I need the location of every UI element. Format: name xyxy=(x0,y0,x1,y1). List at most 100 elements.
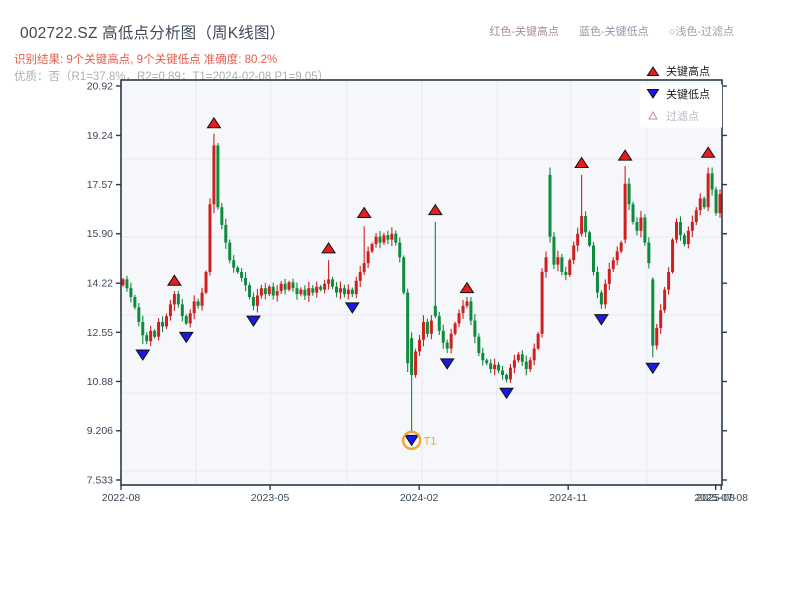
candle-up xyxy=(568,260,572,275)
candle-up xyxy=(544,257,548,272)
candle-up xyxy=(611,260,615,270)
candle-up xyxy=(299,289,303,295)
candle-up xyxy=(675,221,679,240)
candle-down xyxy=(469,301,473,321)
candle-down xyxy=(342,288,346,295)
candle-down xyxy=(425,322,429,334)
candle-up xyxy=(255,295,259,306)
axis-tick-label: 10.88 xyxy=(87,376,113,388)
candle-down xyxy=(141,322,145,336)
candle-down xyxy=(560,257,564,272)
candle-down xyxy=(311,288,315,293)
legend-item-label: 过滤点 xyxy=(666,110,699,123)
candle-up xyxy=(655,327,659,346)
candle-down xyxy=(635,221,639,231)
candle-up xyxy=(698,198,702,211)
candle-up xyxy=(528,360,532,370)
candle-up xyxy=(327,279,331,284)
axis-tick-label: 2024-02 xyxy=(400,492,439,504)
key-low-marker xyxy=(135,349,151,361)
candle-down xyxy=(627,183,631,205)
key-low-marker xyxy=(645,362,661,375)
candle-up xyxy=(429,320,433,334)
t1-label: T1 xyxy=(424,435,437,447)
candle-down xyxy=(224,224,228,243)
candle-up xyxy=(259,288,263,296)
candle-up xyxy=(275,291,279,296)
candle-up xyxy=(164,316,168,327)
candle-up xyxy=(204,271,208,293)
candle-up xyxy=(663,289,667,311)
candle-down xyxy=(599,292,603,305)
legend-item-label: 关键低点 xyxy=(666,87,710,101)
axis-tick-label: 7.533 xyxy=(87,474,113,486)
candle-down xyxy=(552,236,556,265)
axis-tick-label: 19.24 xyxy=(87,130,113,142)
candle-up xyxy=(718,194,722,214)
candle-up xyxy=(358,271,362,281)
key-high-marker xyxy=(427,203,443,216)
candle-down xyxy=(410,338,414,376)
candle-up xyxy=(149,330,153,342)
candle-up xyxy=(536,333,540,349)
recognition-result: 识别结果: 9个关键高点, 9个关键低点 准确度: 80.2% xyxy=(14,54,278,66)
key-high-marker xyxy=(617,149,633,161)
candle-up xyxy=(121,279,125,286)
candle-down xyxy=(714,189,718,214)
candle-down xyxy=(647,242,651,264)
candle-down xyxy=(702,198,706,208)
key-high-marker xyxy=(356,206,372,219)
candle-down xyxy=(251,297,255,306)
candle-up xyxy=(706,173,710,208)
candle-up xyxy=(686,230,690,245)
candle-up xyxy=(623,183,627,240)
candle-up xyxy=(508,367,512,380)
candle-down xyxy=(244,277,248,286)
candle-down xyxy=(564,271,568,275)
candle-up xyxy=(370,244,374,252)
candle-down xyxy=(520,354,524,362)
candle-up xyxy=(461,305,465,314)
axis-tick-label: 9.206 xyxy=(87,425,113,437)
candle-down xyxy=(350,289,354,295)
candle-up xyxy=(615,251,619,261)
candle-up xyxy=(172,294,176,305)
candle-up xyxy=(200,292,204,306)
candle-down xyxy=(678,221,682,236)
legend-key-low-label: 蓝色-关键低点 xyxy=(579,26,649,38)
candle-up xyxy=(516,354,520,361)
candle-down xyxy=(406,292,410,364)
key-high-marker xyxy=(459,281,475,294)
candle-up xyxy=(512,360,516,368)
candle-down xyxy=(497,364,501,371)
page-title: 002722.SZ 高低点分析图（周K线图） xyxy=(20,25,286,42)
candle-down xyxy=(176,294,180,305)
candle-up xyxy=(315,286,319,293)
candle-up xyxy=(493,364,497,370)
candle-down xyxy=(595,271,599,293)
candle-up xyxy=(366,251,370,264)
candle-up xyxy=(157,322,161,337)
axis-tick-label: 2022-08 xyxy=(102,492,141,504)
candle-down xyxy=(485,360,489,364)
axis-tick-label: 20.92 xyxy=(87,81,113,93)
candle-up xyxy=(418,339,422,352)
candle-up xyxy=(556,257,560,265)
axis-tick-label: 2025-08 xyxy=(696,492,735,504)
candle-down xyxy=(378,236,382,243)
legend-item-label: 关键高点 xyxy=(666,64,710,78)
t1-circle xyxy=(401,430,422,451)
candle-down xyxy=(437,316,441,331)
candle-up xyxy=(382,235,386,243)
candle-up xyxy=(457,313,461,324)
candle-down xyxy=(386,235,390,240)
axis-tick-label: 12.55 xyxy=(87,327,113,339)
candle-down xyxy=(137,307,141,323)
candle-up xyxy=(279,283,283,292)
candle-down xyxy=(216,145,220,208)
legend-key-high-label: 红色-关键高点 xyxy=(489,26,560,38)
axis-tick-label: 2025-07-08 xyxy=(694,492,748,504)
candle-down xyxy=(271,286,275,296)
